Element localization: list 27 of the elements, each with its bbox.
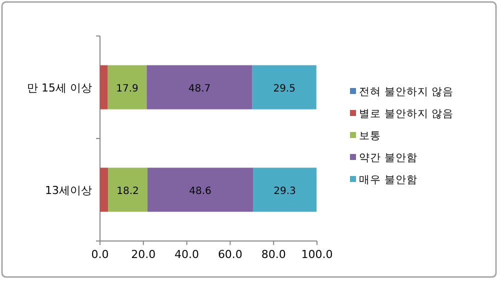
bar (108, 168, 148, 212)
x-tick-label: 0.0 (91, 248, 109, 261)
data-label: 48.7 (188, 83, 211, 94)
data-label: 29.5 (273, 83, 296, 94)
x-tick-label: 40.0 (174, 248, 200, 261)
bar (146, 65, 252, 110)
bar (148, 168, 253, 212)
y-tick-label: 만 15세 이상 (27, 81, 92, 94)
data-label: 48.6 (189, 186, 212, 197)
legend-label: 보통 (359, 130, 381, 142)
data-label: 18.2 (116, 186, 139, 197)
data-label: 29.3 (274, 186, 296, 197)
bar (252, 65, 316, 110)
y-tick-label: 13세이상 (45, 184, 92, 197)
legend-label: 약간 불안함 (359, 152, 418, 164)
data-label: 17.9 (116, 83, 138, 94)
x-tick-label: 100.0 (301, 248, 333, 261)
bar (100, 65, 108, 110)
legend-label: 매우 불안함 (359, 174, 418, 186)
x-tick-label: 20.0 (131, 248, 156, 261)
bar (100, 168, 108, 212)
legend-label: 별로 불안하지 않음 (359, 108, 454, 120)
legend-label: 전혀 불안하지 않음 (359, 86, 454, 98)
bar (252, 168, 317, 212)
bar (108, 65, 147, 110)
x-tick-label: 60.0 (218, 248, 242, 261)
x-tick-label: 80.0 (261, 248, 286, 261)
